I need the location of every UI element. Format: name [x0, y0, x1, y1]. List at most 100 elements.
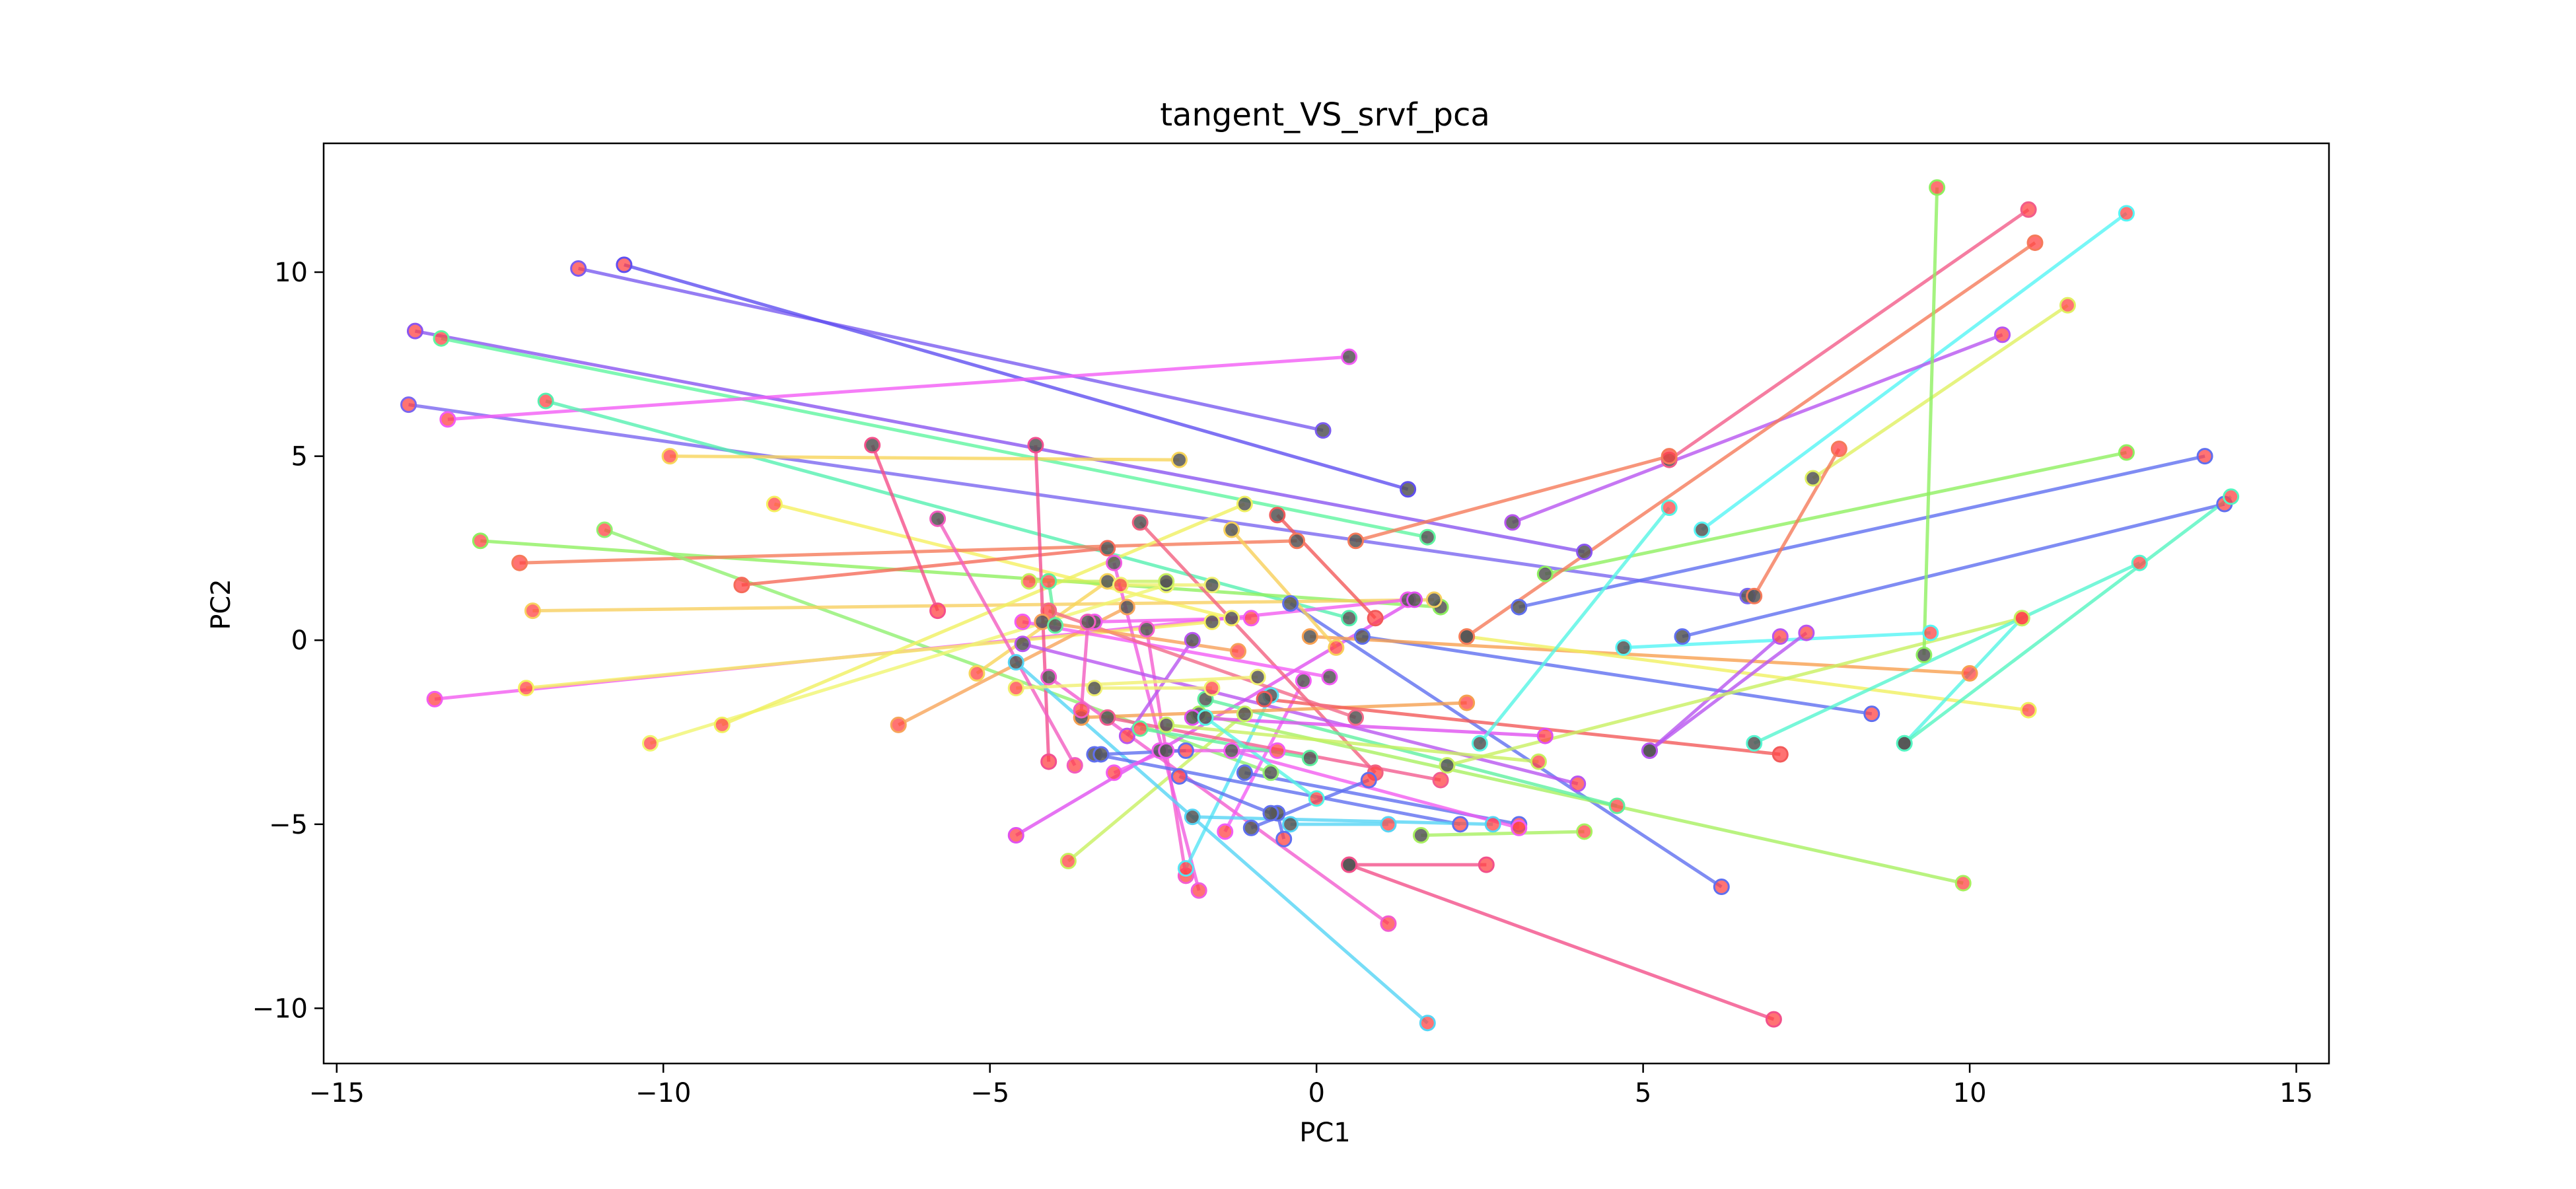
srvf-point	[1027, 437, 1044, 454]
plot-area	[400, 179, 2240, 1032]
srvf-point	[1301, 628, 1318, 645]
srvf-point	[1099, 540, 1116, 557]
srvf-point	[1158, 716, 1175, 733]
srvf-point	[1805, 470, 1822, 487]
srvf-point	[1321, 668, 1338, 686]
pair-line	[1264, 697, 1781, 756]
tangent-point	[890, 716, 907, 733]
tangent-point	[1242, 610, 1260, 627]
pair-line	[649, 583, 1167, 745]
pair-line	[871, 444, 939, 612]
x-tick-label: −15	[309, 1078, 365, 1108]
points	[400, 179, 2240, 1032]
tangent-point	[596, 521, 613, 538]
pair-line	[741, 546, 1108, 587]
tangent-point	[2026, 234, 2044, 251]
chart-title: tangent_VS_srvf_pca	[1160, 96, 1490, 133]
tangent-point	[1511, 819, 1528, 836]
tangent-point	[1863, 705, 1880, 723]
tangent-point	[1269, 742, 1286, 759]
axes-frame	[322, 142, 2330, 1065]
srvf-point	[1197, 709, 1214, 726]
tangent-point	[1203, 680, 1221, 697]
srvf-point	[1511, 598, 1528, 616]
srvf-point	[1131, 514, 1149, 531]
tangent-point	[1419, 1015, 1436, 1032]
srvf-point	[1236, 495, 1253, 513]
srvf-point	[1458, 628, 1476, 645]
tangent-point	[1367, 610, 1384, 627]
tangent-point	[1170, 768, 1188, 785]
tangent-point	[1118, 727, 1135, 744]
tangent-point	[406, 322, 423, 340]
srvf-point	[1236, 764, 1253, 781]
pair-line	[1048, 609, 1357, 719]
tangent-point	[537, 392, 554, 410]
pair-line	[1042, 620, 1238, 653]
tangent-point	[1217, 823, 1234, 840]
srvf-point	[1341, 348, 1358, 365]
tangent-point	[1765, 1011, 1782, 1028]
pair-line	[1276, 514, 1377, 620]
tangent-point	[433, 330, 450, 347]
srvf-point	[1282, 816, 1299, 833]
x-tick-label: 5	[1635, 1078, 1651, 1108]
pair-line	[1034, 445, 1051, 762]
srvf-point	[1471, 735, 1488, 752]
pair-line	[447, 355, 1349, 421]
tangent-point	[518, 680, 535, 697]
tangent-point	[1112, 577, 1129, 594]
pair-line	[1752, 448, 1841, 597]
pair-line	[1903, 495, 2233, 745]
tangent-point	[1713, 879, 1730, 896]
srvf-point	[1746, 587, 1763, 604]
srvf-point	[1295, 672, 1312, 690]
tangent-point	[2196, 448, 2213, 465]
pair-line	[1903, 617, 2024, 744]
tangent-point	[2223, 488, 2240, 505]
srvf-point	[1425, 591, 1443, 608]
tangent-point	[1484, 816, 1501, 833]
pair-line	[1022, 642, 1579, 785]
srvf-point	[1400, 481, 1417, 498]
srvf-point	[1896, 735, 1913, 752]
srvf-point	[864, 437, 881, 454]
srvf-point	[1158, 573, 1175, 590]
srvf-point	[1288, 532, 1305, 550]
pair-line	[1668, 208, 2030, 462]
y-tick-label: 5	[291, 442, 308, 472]
tangent-point	[1830, 440, 1847, 457]
tangent-point	[400, 396, 417, 414]
srvf-point	[1262, 805, 1279, 822]
tangent-point	[1275, 830, 1293, 847]
srvf-point	[1203, 577, 1221, 594]
srvf-point	[1412, 827, 1429, 844]
y-tick-label: 0	[291, 626, 308, 656]
tangent-point	[1922, 624, 1939, 641]
tangent-point	[2013, 610, 2030, 627]
tangent-point	[570, 260, 587, 277]
tangent-point	[1798, 624, 1815, 641]
srvf-point	[1256, 690, 1273, 707]
srvf-point	[1674, 628, 1691, 645]
tangent-point	[1066, 757, 1083, 774]
srvf-point	[1406, 591, 1423, 608]
srvf-point	[1086, 680, 1103, 697]
srvf-point	[1223, 610, 1240, 627]
tangent-point	[1929, 179, 1946, 196]
srvf-point	[1341, 856, 1358, 873]
tangent-point	[1432, 772, 1449, 789]
tangent-point	[511, 554, 528, 571]
srvf-point	[1223, 742, 1240, 759]
tangent-point	[1536, 727, 1554, 744]
tangent-point	[1576, 823, 1593, 840]
srvf-point	[1138, 621, 1155, 638]
tangent-point	[1229, 643, 1246, 660]
pair-line	[1310, 635, 1970, 675]
pair-line	[1922, 187, 1939, 655]
tangent-point	[1177, 860, 1194, 877]
srvf-point	[1106, 554, 1123, 571]
tangent-point	[472, 532, 489, 550]
pair-line	[1466, 635, 2029, 712]
